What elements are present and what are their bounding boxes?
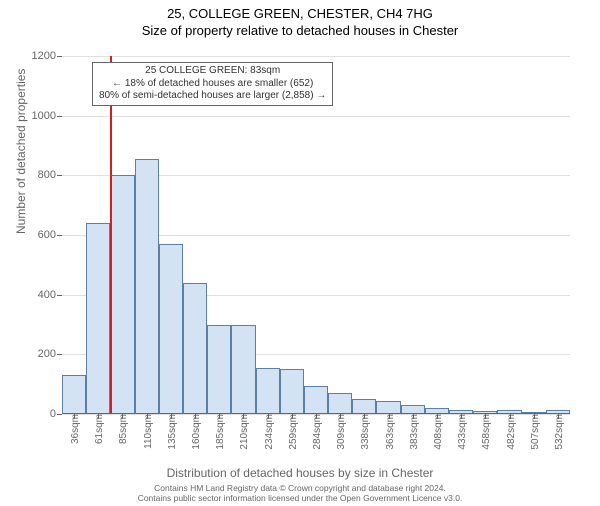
x-tick-label: 259sqm bbox=[288, 414, 299, 450]
histogram-bar bbox=[328, 393, 352, 414]
histogram-bar bbox=[62, 375, 86, 414]
histogram-bar bbox=[256, 368, 280, 414]
x-axis-title: Distribution of detached houses by size … bbox=[0, 466, 600, 480]
y-tick-label: 200 bbox=[38, 348, 56, 360]
x-tick-label: 433sqm bbox=[457, 414, 468, 450]
histogram-bar bbox=[207, 325, 231, 415]
histogram-bar bbox=[86, 223, 110, 414]
histogram-bar bbox=[183, 283, 207, 414]
y-tick-label: 600 bbox=[38, 229, 56, 241]
y-tick-label: 1200 bbox=[32, 50, 56, 62]
x-tick-label: 135sqm bbox=[167, 414, 178, 450]
page-supertitle: 25, COLLEGE GREEN, CHESTER, CH4 7HG bbox=[0, 6, 600, 21]
histogram-bar bbox=[231, 325, 255, 415]
reference-line bbox=[110, 56, 112, 414]
x-tick-label: 36sqm bbox=[70, 414, 81, 444]
x-tick-label: 383sqm bbox=[409, 414, 420, 450]
x-tick-label: 234sqm bbox=[264, 414, 275, 450]
y-tick-label: 0 bbox=[50, 408, 56, 420]
x-tick-label: 338sqm bbox=[360, 414, 371, 450]
infobox-line3: 80% of semi-detached houses are larger (… bbox=[99, 90, 326, 103]
infobox-line1: 25 COLLEGE GREEN: 83sqm bbox=[99, 65, 326, 78]
bars-container bbox=[62, 56, 570, 414]
x-tick-label: 532sqm bbox=[554, 414, 565, 450]
x-tick-label: 160sqm bbox=[191, 414, 202, 450]
x-tick-label: 61sqm bbox=[94, 414, 105, 444]
histogram-bar bbox=[352, 399, 376, 414]
x-tick-label: 482sqm bbox=[506, 414, 517, 450]
x-tick-label: 408sqm bbox=[433, 414, 444, 450]
infobox-line2: ← 18% of detached houses are smaller (65… bbox=[99, 78, 326, 91]
histogram-bar bbox=[280, 369, 304, 414]
histogram-bar bbox=[376, 401, 400, 414]
page-title: Size of property relative to detached ho… bbox=[0, 23, 600, 38]
x-tick-label: 458sqm bbox=[481, 414, 492, 450]
y-axis-title: Number of detached properties bbox=[14, 69, 28, 234]
x-tick-label: 309sqm bbox=[336, 414, 347, 450]
x-tick-label: 210sqm bbox=[239, 414, 250, 450]
x-tick-label: 284sqm bbox=[312, 414, 323, 450]
footer-attribution: Contains HM Land Registry data © Crown c… bbox=[0, 484, 600, 504]
y-tick-label: 400 bbox=[38, 289, 56, 301]
histogram-chart: 02004006008001000120036sqm61sqm85sqm110s… bbox=[62, 56, 570, 414]
reference-infobox: 25 COLLEGE GREEN: 83sqm ← 18% of detache… bbox=[92, 62, 333, 106]
y-tick-mark bbox=[57, 414, 62, 415]
x-tick-label: 185sqm bbox=[215, 414, 226, 450]
y-tick-label: 800 bbox=[38, 169, 56, 181]
x-tick-label: 507sqm bbox=[530, 414, 541, 450]
histogram-bar bbox=[159, 244, 183, 414]
x-tick-label: 85sqm bbox=[118, 414, 129, 444]
histogram-bar bbox=[304, 386, 328, 414]
x-tick-label: 110sqm bbox=[143, 414, 154, 449]
histogram-bar bbox=[110, 175, 134, 414]
y-tick-label: 1000 bbox=[32, 110, 56, 122]
histogram-bar bbox=[135, 159, 159, 414]
footer-line2: Contains public sector information licen… bbox=[0, 494, 600, 504]
x-tick-label: 363sqm bbox=[385, 414, 396, 450]
